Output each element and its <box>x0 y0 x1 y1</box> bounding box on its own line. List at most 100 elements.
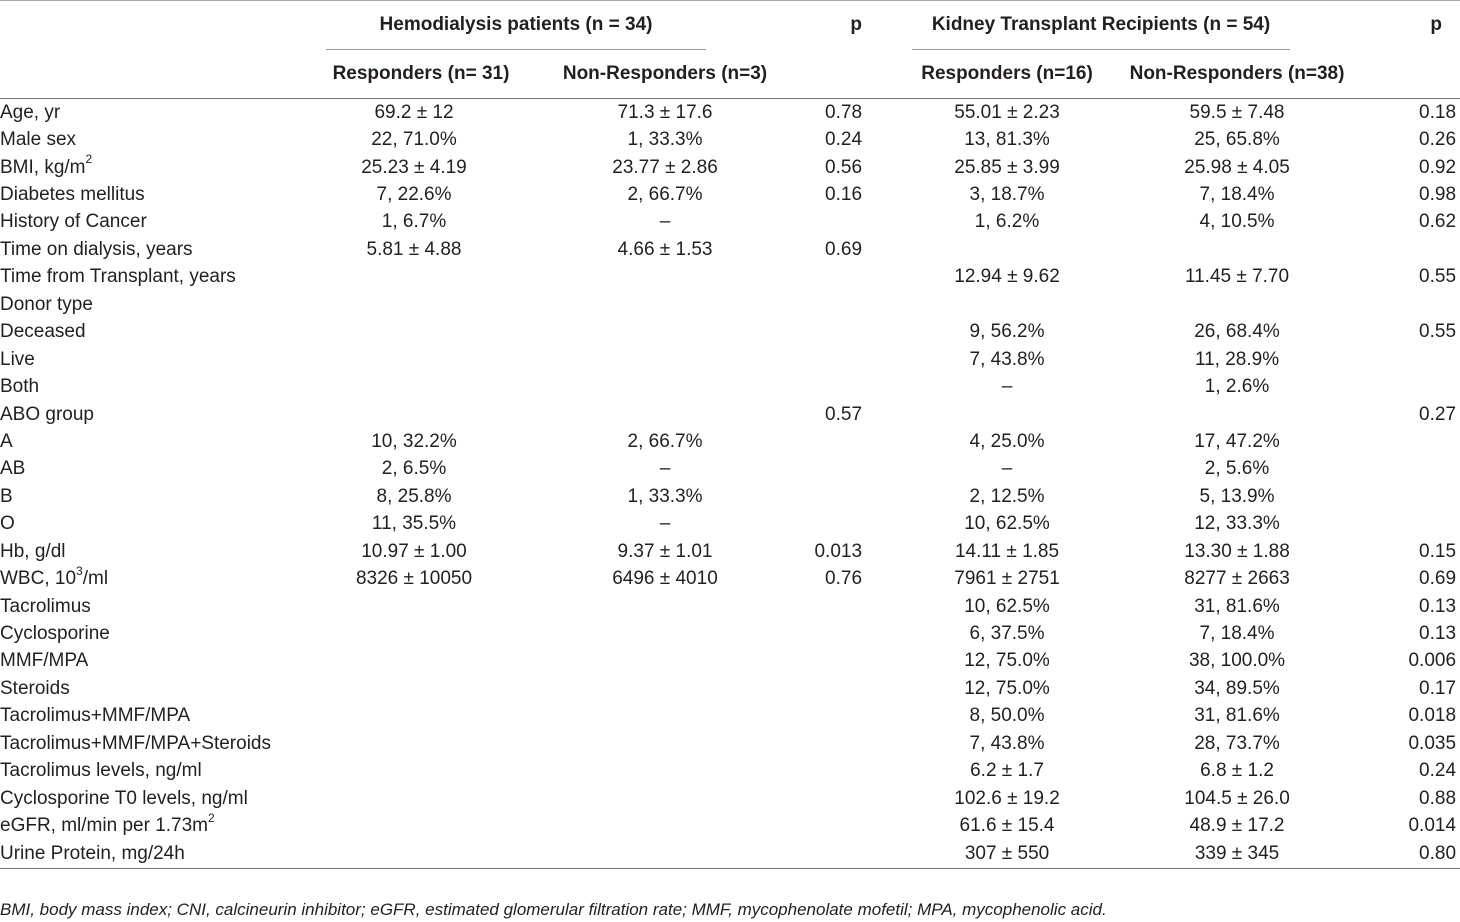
hd-p-value-cell <box>774 620 912 647</box>
row-label: History of Cancer <box>0 211 147 233</box>
hd-non-responders-cell: 1, 33.3% <box>627 129 703 151</box>
hd-non-responders-cell: 23.77 ± 2.86 <box>612 156 718 178</box>
hd-non-responders-cell <box>516 401 774 428</box>
row-label: WBC, 103/ml <box>0 563 109 590</box>
hd-p-value-cell: 0.69 <box>825 238 863 260</box>
patient-characteristics-table: Hemodialysis patients (n = 34) p Kidney … <box>0 0 1460 869</box>
hd-p-value-cell <box>774 758 912 785</box>
row-label: Cyclosporine <box>0 623 110 645</box>
hd-non-responders-cell <box>516 620 774 647</box>
kt-non-responders-cell: 17, 47.2% <box>1194 430 1280 452</box>
row-label: Hb, g/dl <box>0 540 66 562</box>
kt-p-value-cell: 0.88 <box>1419 787 1457 809</box>
hd-responders-cell <box>326 839 516 869</box>
kt-responders-cell <box>912 236 1102 263</box>
hd-responders-cell: 10.97 ± 1.00 <box>361 540 467 562</box>
kt-non-responders-cell: 25, 65.8% <box>1194 129 1280 151</box>
kt-p-value-cell: 0.13 <box>1419 623 1457 645</box>
table-row: Tacrolimus+MMF/MPA 8, 50.0% 31, 81.6% 0.018 <box>0 703 1460 730</box>
hd-responders-cell: 10, 32.2% <box>371 430 457 452</box>
hd-non-responders-cell <box>516 675 774 702</box>
kt-non-responders-cell: 12, 33.3% <box>1194 513 1280 535</box>
kt-p-value-cell: 0.26 <box>1419 129 1457 151</box>
hd-responders-cell <box>326 648 516 675</box>
top-rule <box>0 0 1460 1</box>
kt-p-value-cell <box>1362 456 1460 483</box>
hd-responders-cell <box>326 730 516 757</box>
hd-responders-cell <box>326 291 516 318</box>
hd-responders-cell <box>326 675 516 702</box>
row-label: Time on dialysis, years <box>0 238 193 260</box>
hd-responders-cell: 25.23 ± 4.19 <box>361 156 467 178</box>
row-label: Live <box>0 348 35 370</box>
kt-non-responders-cell: 6.8 ± 1.2 <box>1200 760 1274 782</box>
table-row: Cyclosporine 6, 37.5% 7, 18.4% 0.13 <box>0 620 1460 647</box>
kt-non-responders-cell: 28, 73.7% <box>1194 732 1280 754</box>
hd-p-subheader <box>774 50 913 99</box>
table-row: Hb, g/dl 10.97 ± 1.00 9.37 ± 1.01 0.013 14.1… <box>0 538 1460 565</box>
row-label: Tacrolimus+MMF/MPA+Steroids <box>0 732 271 754</box>
kt-responders-cell: 7961 ± 2751 <box>954 568 1060 590</box>
kt-non-responders-cell: 26, 68.4% <box>1194 321 1280 343</box>
kt-p-value-cell: 0.035 <box>1408 732 1457 754</box>
empty-header-cell <box>0 0 326 50</box>
kt-responders-cell: 102.6 ± 19.2 <box>954 787 1060 809</box>
kt-p-value-cell: 0.55 <box>1419 321 1457 343</box>
kt-responders-cell: 25.85 ± 3.99 <box>954 156 1060 178</box>
kt-p-value-cell <box>1362 511 1460 538</box>
row-label: Tacrolimus levels, ng/ml <box>0 760 202 782</box>
hd-responders-cell: 5.81 ± 4.88 <box>366 238 462 260</box>
kt-p-value-cell <box>1362 346 1460 373</box>
hd-p-value-cell <box>774 209 912 236</box>
hd-p-value-cell <box>774 511 912 538</box>
kt-responders-cell: 12, 75.0% <box>964 677 1050 699</box>
kt-non-responders-cell: 2, 5.6% <box>1204 458 1270 480</box>
row-label: Diabetes mellitus <box>0 184 145 206</box>
hd-p-value-cell <box>774 264 912 291</box>
hd-non-responders-cell: 71.3 ± 17.6 <box>617 101 713 123</box>
row-label: Tacrolimus <box>0 595 91 617</box>
hd-p-value-cell <box>774 839 913 869</box>
table-row: History of Cancer 1, 6.7% – 1, 6.2% 4, 10.5%… <box>0 209 1460 236</box>
kt-responders-cell: 1, 6.2% <box>974 211 1040 233</box>
table-row: Tacrolimus+MMF/MPA+Steroids 7, 43.8% 28, 7… <box>0 730 1460 757</box>
kt-non-responders-cell: 104.5 ± 26.0 <box>1184 787 1290 809</box>
hd-non-responders-cell: 2, 66.7% <box>627 430 703 452</box>
hd-p-value-cell: 0.57 <box>825 403 863 425</box>
hd-p-value-cell: 0.76 <box>825 568 863 590</box>
row-label: Steroids <box>0 677 70 699</box>
hd-responders-cell <box>326 373 516 400</box>
table-row: Diabetes mellitus 7, 22.6% 2, 66.7% 0.16 3, … <box>0 181 1460 208</box>
hd-p-value-cell <box>774 456 912 483</box>
transplant-group-header: Kidney Transplant Recipients (n = 54) <box>912 0 1362 50</box>
hd-responders-cell <box>326 785 516 812</box>
hd-responders-cell: 2, 6.5% <box>381 458 447 480</box>
table-row: AB 2, 6.5% – – 2, 5.6% <box>0 456 1460 483</box>
table-row: Both – 1, 2.6% <box>0 373 1460 400</box>
hd-non-responders-cell <box>516 346 774 373</box>
table-row: Steroids 12, 75.0% 34, 89.5% 0.17 <box>0 675 1460 702</box>
hd-non-responders-cell <box>516 812 774 839</box>
kt-p-value-cell <box>1362 483 1460 510</box>
hd-responders-cell: 1, 6.7% <box>381 211 447 233</box>
kt-non-responders-cell: 8277 ± 2663 <box>1184 568 1290 590</box>
hd-p-value-cell <box>774 346 912 373</box>
hd-non-responders-cell <box>516 839 775 869</box>
table-body: Age, yr 69.2 ± 12 71.3 ± 17.6 0.78 55.01 ± 2… <box>0 99 1460 869</box>
hd-responders-cell: 7, 22.6% <box>376 184 452 206</box>
row-label: B <box>0 485 13 507</box>
hd-responders-cell <box>326 319 516 346</box>
row-label: eGFR, ml/min per 1.73m2 <box>0 810 215 837</box>
hd-responders-cell <box>326 812 516 839</box>
row-label: Tacrolimus+MMF/MPA <box>0 705 191 727</box>
hd-non-responders-cell: 9.37 ± 1.01 <box>617 540 713 562</box>
hd-p-value-cell <box>774 291 912 318</box>
row-label: AB <box>0 458 26 480</box>
kt-p-value-cell: 0.18 <box>1419 101 1457 123</box>
hd-non-responders-cell: 2, 66.7% <box>627 184 703 206</box>
empty-subheader-cell <box>0 50 326 99</box>
hd-p-value-cell: 0.16 <box>825 184 863 206</box>
hd-responders-cell: 69.2 ± 12 <box>374 101 454 123</box>
kt-responders-cell: 2, 12.5% <box>969 485 1045 507</box>
kt-responders-cell: 4, 25.0% <box>969 430 1045 452</box>
